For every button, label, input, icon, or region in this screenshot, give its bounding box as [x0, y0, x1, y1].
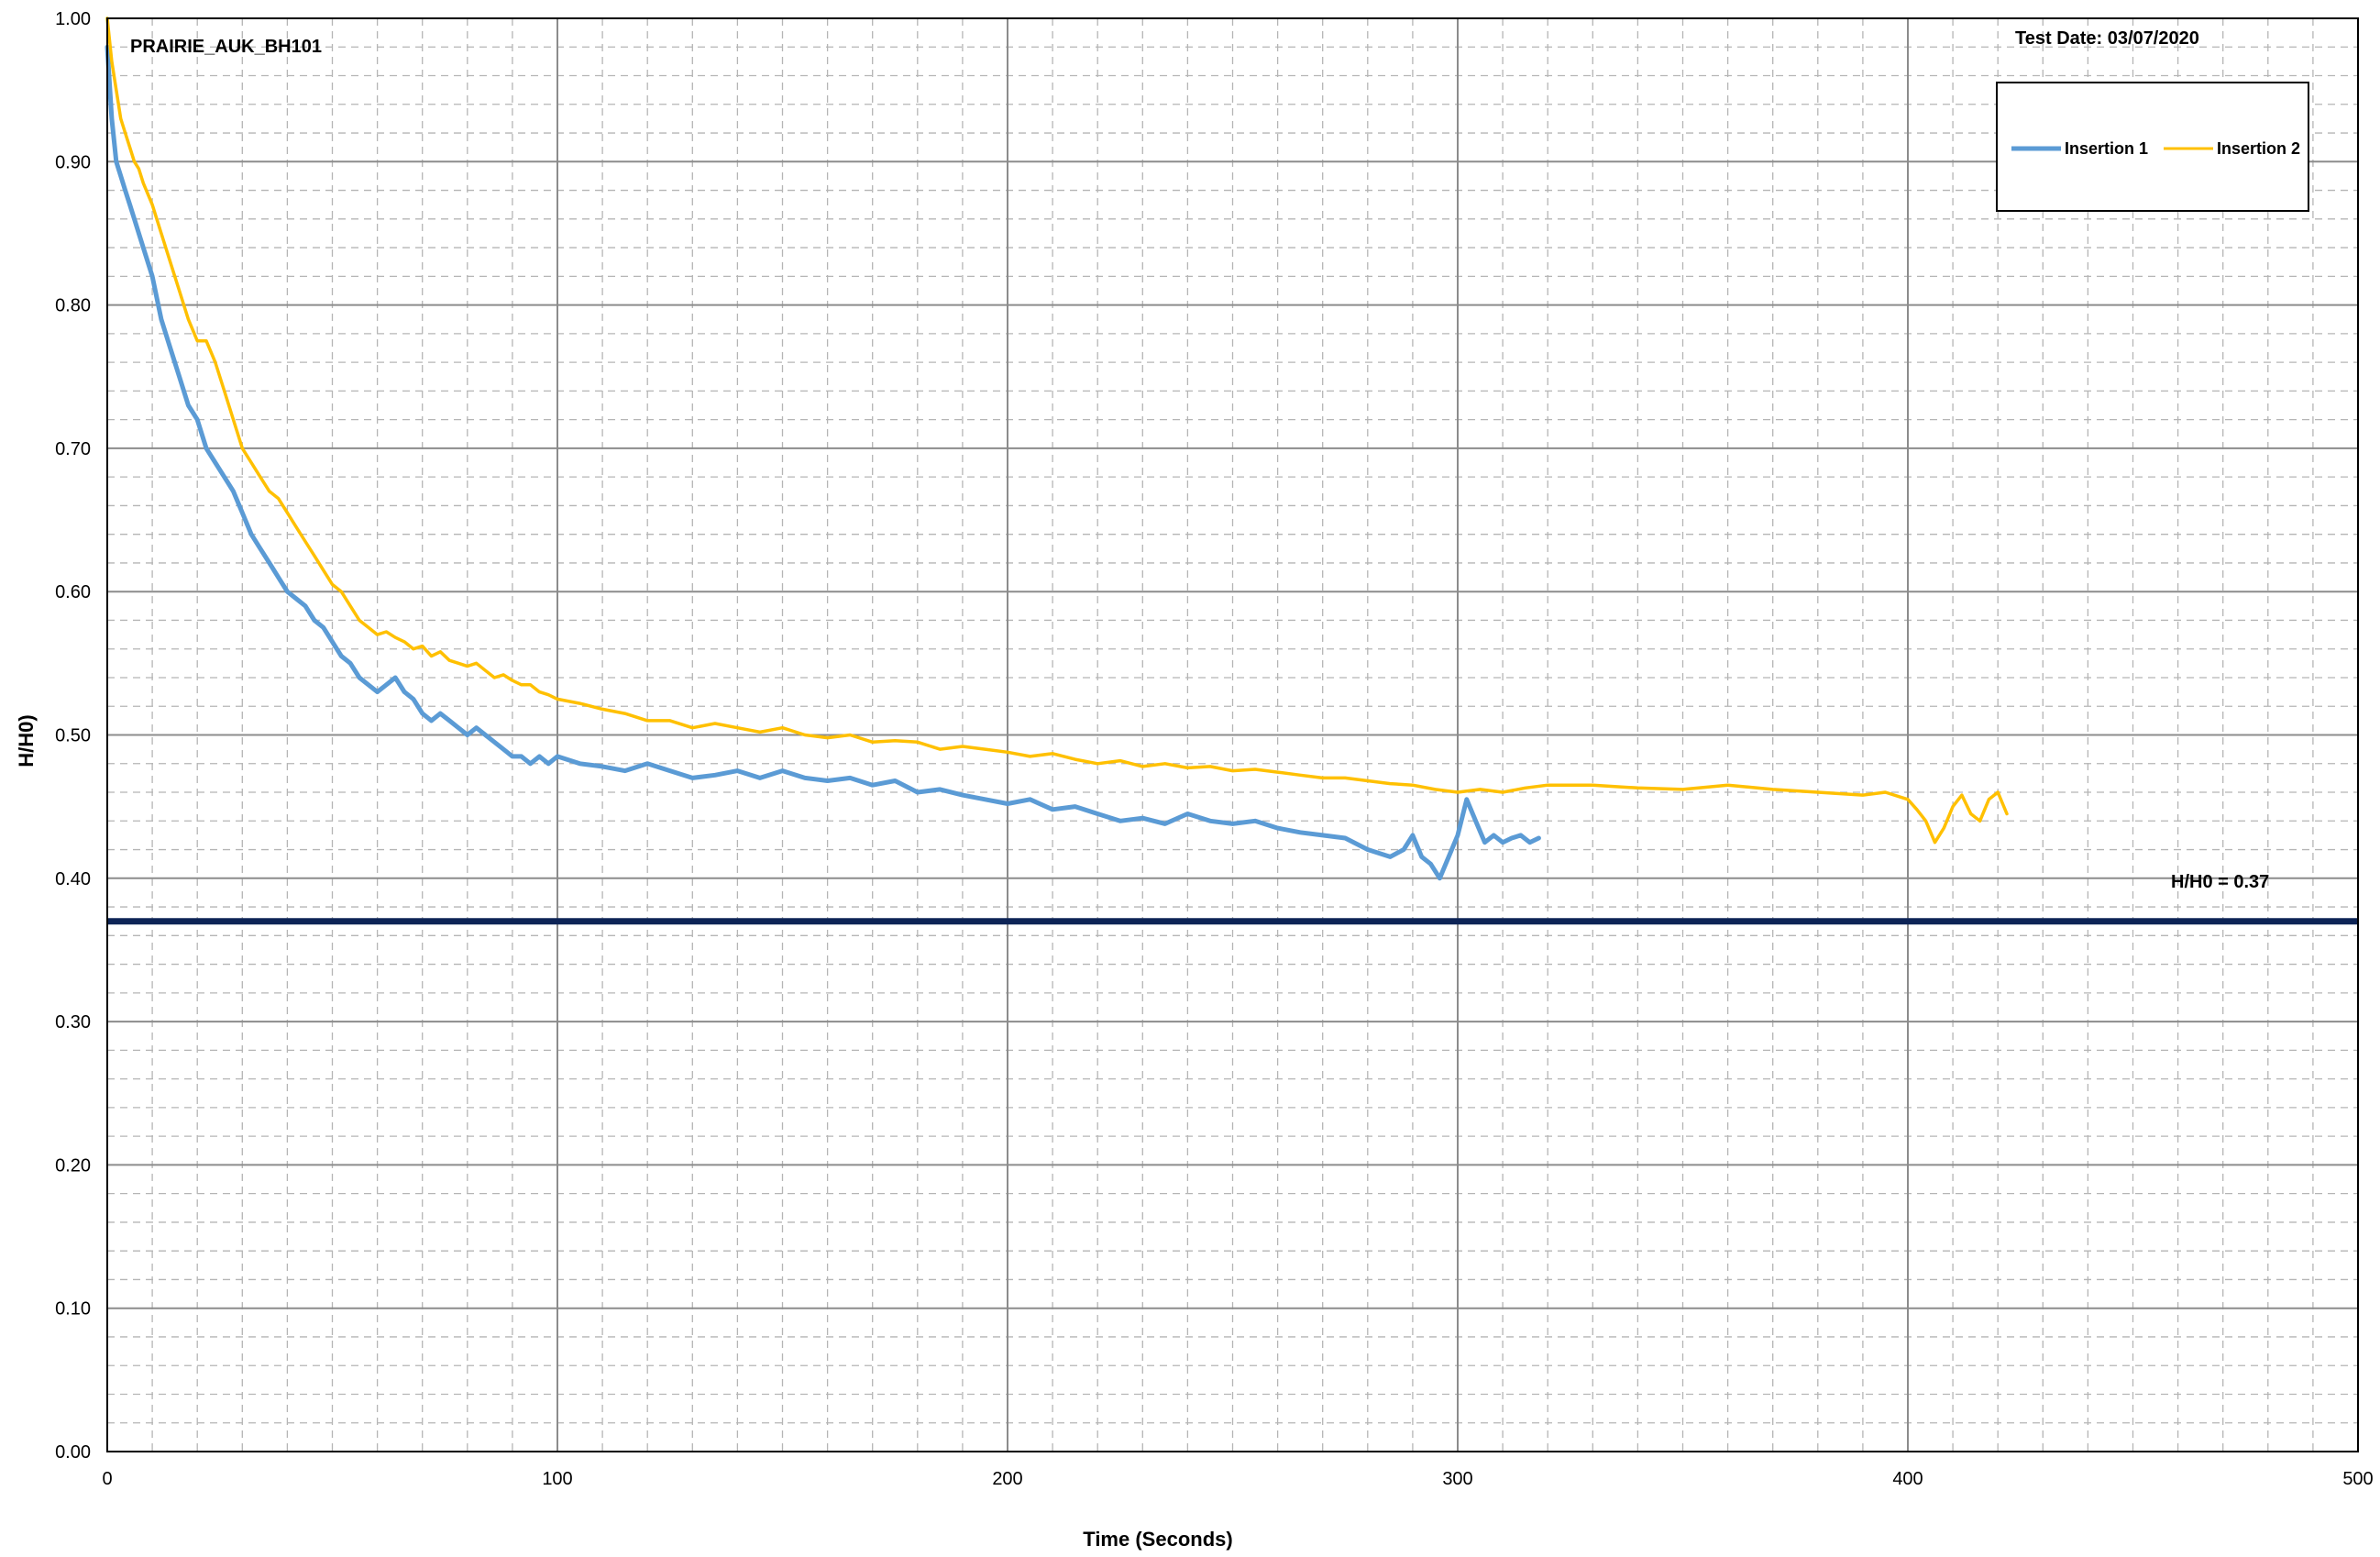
- y-tick-label: 0.30: [55, 1012, 91, 1032]
- y-tick-label: 0.60: [55, 582, 91, 602]
- test-date-label: Test Date: 03/07/2020: [2015, 28, 2199, 49]
- x-tick-label: 300: [1442, 1469, 1472, 1489]
- y-tick-label: 0.10: [55, 1299, 91, 1320]
- y-tick-label: 0.90: [55, 152, 91, 172]
- legend-label-insertion-1: Insertion 1: [2065, 139, 2148, 158]
- y-tick-label: 1.00: [55, 9, 91, 29]
- x-tick-label: 400: [1892, 1469, 1923, 1489]
- legend-label-insertion-2: Insertion 2: [2217, 139, 2300, 158]
- chart-title: PRAIRIE_AUK_BH101: [130, 37, 322, 57]
- x-tick-label: 100: [542, 1469, 572, 1489]
- series-layer: [105, 17, 2009, 881]
- tick-labels: 0 100 200 300 400 500 0.00 0.10 0.20 0.30 0.40 0.50…: [55, 9, 2374, 1489]
- y-tick-label: 0.50: [55, 726, 91, 746]
- y-tick-label: 0.40: [55, 869, 91, 889]
- x-axis-title: Time (Seconds): [1083, 1528, 1232, 1551]
- y-tick-label: 0.70: [55, 439, 91, 459]
- y-tick-label: 0.20: [55, 1155, 91, 1176]
- x-tick-label: 200: [992, 1469, 1022, 1489]
- legend: Insertion 1 Insertion 2: [1996, 82, 2309, 212]
- minor-grid: [107, 18, 2358, 1452]
- reference-line-label: H/H0 = 0.37: [2171, 872, 2269, 892]
- series-line-insertion-2: [105, 17, 2009, 845]
- series-line-insertion-1: [105, 44, 1541, 881]
- y-tick-label: 0.00: [55, 1442, 91, 1463]
- x-tick-label: 0: [102, 1469, 112, 1489]
- x-tick-label: 500: [2342, 1469, 2373, 1489]
- y-axis-title: H/H0): [15, 714, 38, 767]
- y-tick-label: 0.80: [55, 296, 91, 316]
- major-grid: [107, 18, 2358, 1452]
- plot-area-frame: [106, 17, 2359, 1452]
